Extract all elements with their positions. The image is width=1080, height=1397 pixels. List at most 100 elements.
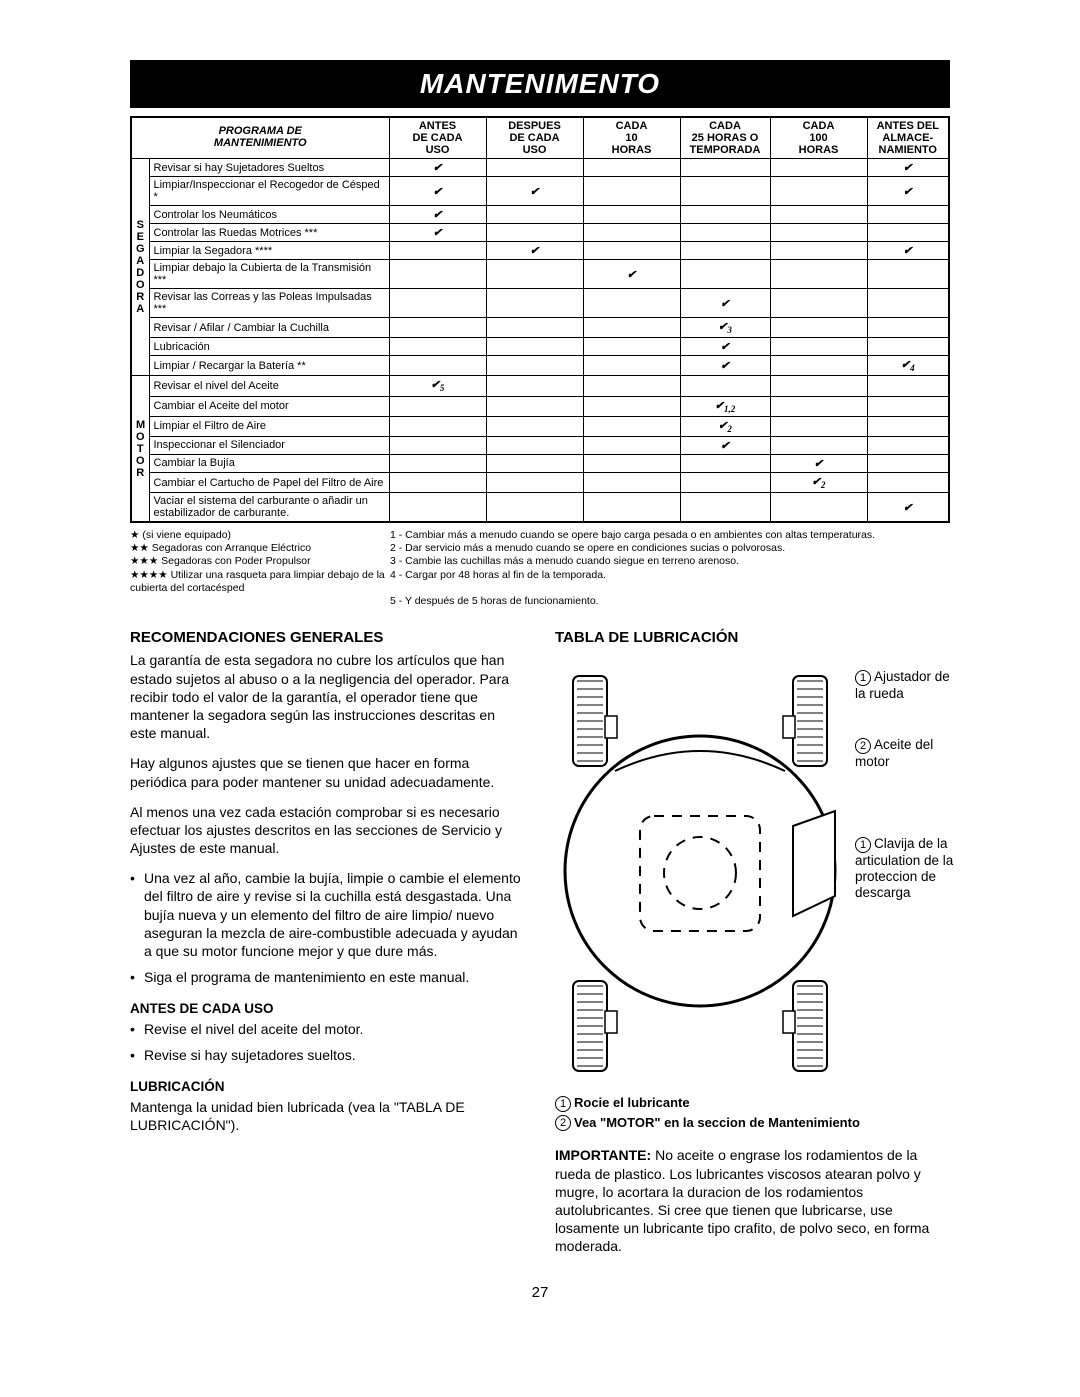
check-cell	[583, 472, 680, 492]
check-cell	[583, 224, 680, 242]
col-10h: CADA10HORAS	[583, 117, 680, 159]
antes-bullet-2: Revise si hay sujetadores sueltos.	[144, 1046, 525, 1064]
check-cell	[486, 206, 583, 224]
task-cell: Revisar si hay Sujetadores Sueltos	[149, 159, 389, 177]
check-cell	[867, 472, 949, 492]
page-number: 27	[130, 1284, 950, 1301]
check-cell	[770, 493, 867, 523]
check-cell: ✔	[770, 454, 867, 472]
heading-lubricacion: LUBRICACIÓN	[130, 1078, 525, 1096]
check-cell	[680, 493, 770, 523]
check-cell	[867, 206, 949, 224]
footnote-left: ★★★★ Utilizar una rasqueta para limpiar …	[130, 569, 390, 595]
check-cell	[389, 454, 486, 472]
check-cell	[680, 242, 770, 260]
callout-2: 2Aceite del motor	[855, 737, 950, 770]
check-cell: ✔2	[680, 416, 770, 436]
check-cell	[867, 454, 949, 472]
check-cell: ✔1,2	[680, 396, 770, 416]
schedule-title: PROGRAMA DEMANTENIMIENTO	[131, 117, 389, 159]
check-cell	[389, 356, 486, 376]
col-100h: CADA100HORAS	[770, 117, 867, 159]
task-cell: Cambiar la Bujía	[149, 454, 389, 472]
check-cell	[770, 177, 867, 206]
check-cell	[867, 376, 949, 396]
task-cell: Controlar los Neumáticos	[149, 206, 389, 224]
col-despues: DESPUESDE CADAUSO	[486, 117, 583, 159]
check-cell: ✔2	[770, 472, 867, 492]
check-cell	[770, 206, 867, 224]
check-cell	[770, 224, 867, 242]
check-cell	[486, 454, 583, 472]
check-cell	[583, 318, 680, 338]
col-storage: ANTES DELALMACE-NAMIENTO	[867, 117, 949, 159]
check-cell: ✔	[486, 177, 583, 206]
check-cell: ✔	[389, 224, 486, 242]
check-cell	[389, 338, 486, 356]
check-cell: ✔	[867, 177, 949, 206]
check-cell: ✔	[867, 493, 949, 523]
check-cell	[770, 289, 867, 318]
task-cell: Inspeccionar el Silenciador	[149, 436, 389, 454]
check-cell	[770, 242, 867, 260]
check-cell	[680, 376, 770, 396]
task-cell: Vaciar el sistema del carburante o añadi…	[149, 493, 389, 523]
task-cell: Revisar / Afilar / Cambiar la Cuchilla	[149, 318, 389, 338]
check-cell: ✔	[389, 206, 486, 224]
check-cell	[389, 472, 486, 492]
task-cell: Revisar el nivel del Aceite	[149, 376, 389, 396]
check-cell	[770, 318, 867, 338]
check-cell: ✔3	[680, 318, 770, 338]
side-label-motor: MOTOR	[131, 376, 149, 522]
check-cell	[770, 396, 867, 416]
footnote-right: 1 - Cambiar más a menudo cuando se opere…	[390, 529, 950, 542]
task-cell: Cambiar el Cartucho de Papel del Filtro …	[149, 472, 389, 492]
check-cell	[389, 242, 486, 260]
recs-p2: Hay algunos ajustes que se tienen que ha…	[130, 754, 525, 790]
footnote-left: ★★★ Segadoras con Poder Propulsor	[130, 555, 390, 568]
check-cell	[389, 493, 486, 523]
check-cell: ✔	[680, 356, 770, 376]
check-cell: ✔	[680, 436, 770, 454]
check-cell	[486, 472, 583, 492]
col-antes: ANTESDE CADAUSO	[389, 117, 486, 159]
check-cell	[680, 159, 770, 177]
check-cell	[770, 159, 867, 177]
check-cell	[680, 177, 770, 206]
check-cell	[583, 338, 680, 356]
check-cell	[583, 289, 680, 318]
recs-bullet-2: Siga el programa de mantenimiento en est…	[144, 968, 525, 986]
check-cell	[389, 416, 486, 436]
check-cell: ✔	[680, 289, 770, 318]
check-cell	[680, 260, 770, 289]
check-cell	[389, 436, 486, 454]
check-cell: ✔	[583, 260, 680, 289]
check-cell	[486, 376, 583, 396]
footnote-left	[130, 595, 390, 608]
check-cell: ✔	[486, 242, 583, 260]
check-cell	[486, 159, 583, 177]
diagram-legend: 1Rocie el lubricante 2Vea "MOTOR" en la …	[555, 1093, 950, 1132]
check-cell	[486, 416, 583, 436]
check-cell	[486, 224, 583, 242]
footnote-right: 2 - Dar servicio más a menudo cuando se …	[390, 542, 950, 555]
check-cell	[583, 376, 680, 396]
lubrication-diagram: 1Ajustador de la rueda 2Aceite del motor…	[555, 651, 950, 1081]
antes-bullet-1: Revise el nivel del aceite del motor.	[144, 1020, 525, 1038]
callout-1: 1Ajustador de la rueda	[855, 669, 950, 702]
footnote-right: 5 - Y después de 5 horas de funcionamien…	[390, 595, 950, 608]
task-cell: Cambiar el Aceite del motor	[149, 396, 389, 416]
check-cell	[867, 289, 949, 318]
heading-antes: ANTES DE CADA USO	[130, 1000, 525, 1018]
check-cell	[486, 338, 583, 356]
task-cell: Lubricación	[149, 338, 389, 356]
check-cell	[770, 376, 867, 396]
check-cell	[867, 436, 949, 454]
check-cell: ✔	[867, 242, 949, 260]
check-cell	[583, 416, 680, 436]
check-cell	[389, 318, 486, 338]
check-cell: ✔	[867, 159, 949, 177]
check-cell	[680, 206, 770, 224]
check-cell	[389, 289, 486, 318]
footnote-right: 4 - Cargar por 48 horas al fin de la tem…	[390, 569, 950, 595]
